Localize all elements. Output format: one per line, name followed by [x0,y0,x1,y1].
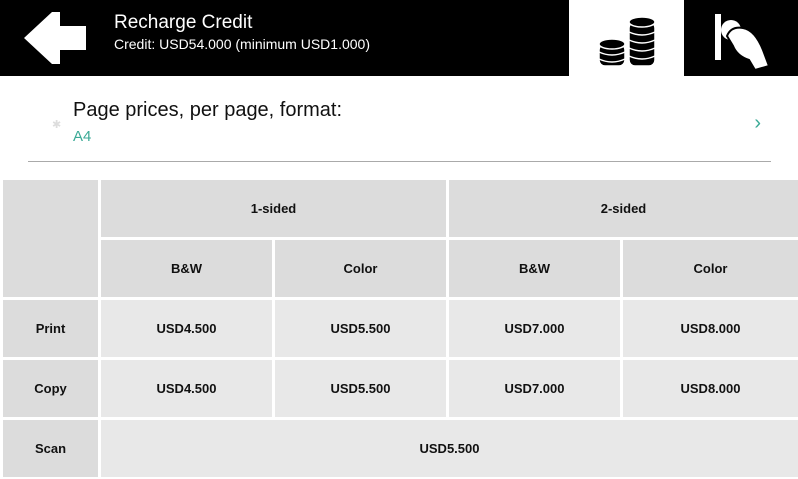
coins-icon [597,16,656,66]
back-button[interactable] [22,10,92,66]
format-selector[interactable]: ✱ Page prices, per page, format: A4 › [28,90,771,162]
prices-tab-button[interactable] [569,0,684,76]
price-cell: USD5.500 [275,360,446,417]
row-label-copy: Copy [3,360,98,417]
price-table: 1-sided 2-sided B&W Color B&W Color Prin… [3,180,798,477]
price-cell: USD4.500 [101,300,272,357]
price-cell: USD7.000 [449,360,620,417]
header-2-sided: 2-sided [449,180,798,237]
header-1-sided: 1-sided [101,180,446,237]
row-label-print: Print [3,300,98,357]
header-bw: B&W [449,240,620,297]
recharge-tab-button[interactable] [684,0,798,76]
price-cell: USD7.000 [449,300,620,357]
scan-price-cell: USD5.500 [101,420,798,477]
format-value: A4 [73,128,92,145]
header-bar: Recharge Credit Credit: USD54.000 (minim… [0,0,798,76]
hand-inserting-coin-icon [715,14,771,70]
row-label-scan: Scan [3,420,98,477]
price-cell: USD8.000 [623,300,798,357]
header-color: Color [275,240,446,297]
arrow-left-icon [24,12,86,64]
header-bw: B&W [101,240,272,297]
format-label: Page prices, per page, format: [73,99,343,121]
corner-cell [3,180,98,297]
price-cell: USD8.000 [623,360,798,417]
star-icon: ✱ [52,119,62,131]
chevron-right-icon: › [754,112,761,134]
header-color: Color [623,240,798,297]
credit-status: Credit: USD54.000 (minimum USD1.000) [114,36,370,52]
price-cell: USD4.500 [101,360,272,417]
price-cell: USD5.500 [275,300,446,357]
page-title: Recharge Credit [114,12,253,33]
